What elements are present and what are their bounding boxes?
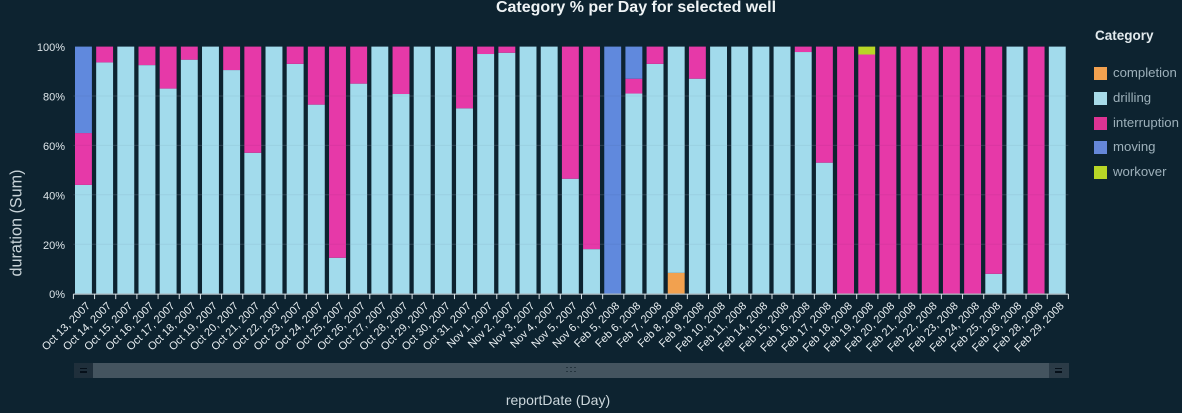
svg-text:duration (Sum): duration (Sum) <box>8 169 26 276</box>
svg-text:40%: 40% <box>43 190 65 202</box>
svg-text:80%: 80% <box>43 92 65 104</box>
svg-text:reportDate (Day): reportDate (Day) <box>506 392 610 408</box>
svg-text:100%: 100% <box>37 42 65 54</box>
svg-text:0%: 0% <box>49 289 65 301</box>
svg-text:60%: 60% <box>43 141 65 153</box>
svg-text:20%: 20% <box>43 240 65 252</box>
